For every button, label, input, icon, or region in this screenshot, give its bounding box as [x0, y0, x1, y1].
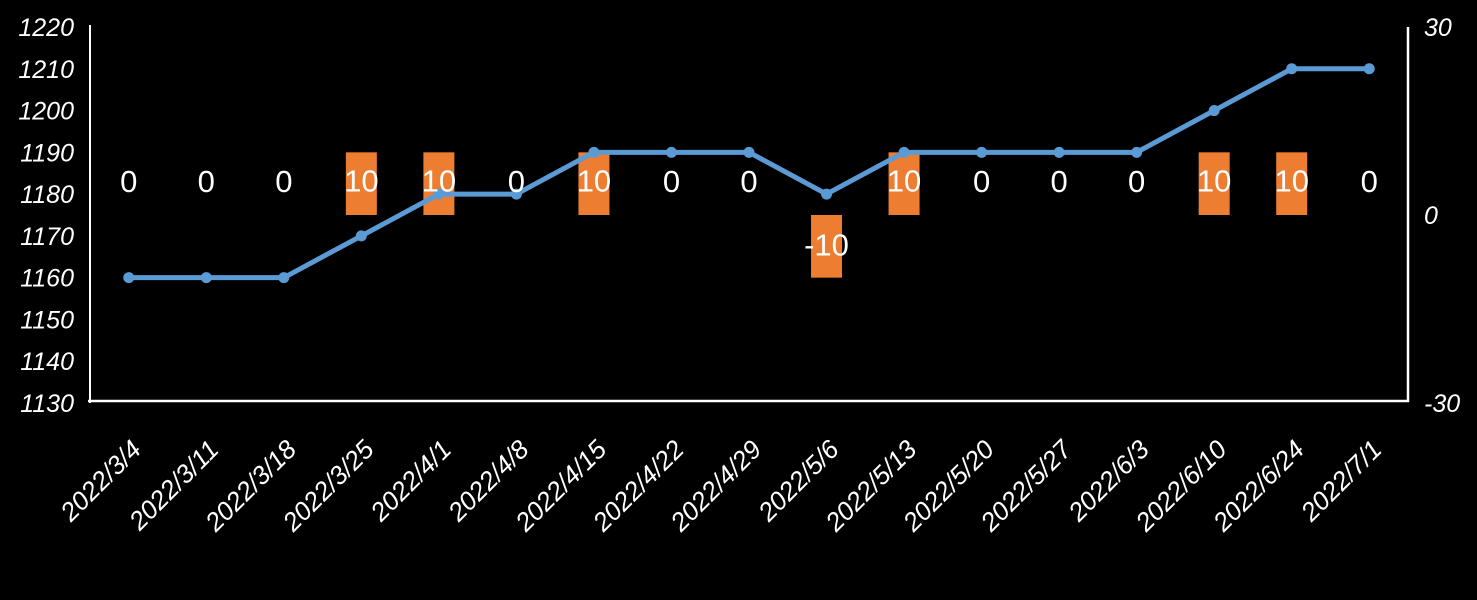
line-marker — [123, 272, 135, 284]
bar — [423, 152, 455, 215]
y-left-tick-label: 1190 — [20, 139, 74, 167]
y-right-tick-label: 0 — [1424, 202, 1438, 230]
bar-data-label: 10 — [1274, 163, 1308, 198]
line-marker — [200, 272, 212, 284]
bar-data-label: 0 — [508, 164, 525, 199]
bar — [1198, 152, 1230, 215]
y-left-tick-label: 1180 — [20, 181, 74, 209]
y-left-tick-label: 1220 — [18, 14, 74, 42]
y-right-tick-label: 30 — [1424, 14, 1452, 42]
bar-data-label: 0 — [198, 164, 215, 199]
bar-data-label: 0 — [663, 164, 680, 199]
line-marker — [355, 230, 367, 242]
y-left-tick-label: 1150 — [20, 306, 74, 334]
line-marker — [1053, 146, 1065, 158]
bar — [345, 152, 377, 215]
y-left-tick-label: 1210 — [18, 56, 74, 84]
bar-data-label: 0 — [120, 164, 137, 199]
line-marker — [433, 188, 445, 200]
bar-data-label: 0 — [740, 164, 757, 199]
line-marker — [1131, 146, 1143, 158]
y-left-tick-label: 1170 — [20, 223, 74, 251]
bar-data-label: 0 — [1128, 164, 1145, 199]
line-marker — [1208, 105, 1220, 117]
y-left-tick-label: 1160 — [20, 265, 74, 293]
bar-data-label: 10 — [887, 163, 921, 198]
line-marker — [588, 146, 600, 158]
line-marker — [898, 146, 910, 158]
line-marker — [743, 146, 755, 158]
y-left-tick-label: 1140 — [20, 348, 74, 376]
line-marker — [1363, 63, 1375, 75]
line-marker — [976, 146, 988, 158]
bar-data-label: -10 — [804, 228, 849, 263]
bar-data-label: 0 — [1050, 164, 1067, 199]
bar-data-label: 10 — [577, 163, 611, 198]
bar — [811, 215, 843, 278]
line-marker — [278, 272, 290, 284]
x-tick-label: 2022/4/1 — [364, 434, 457, 527]
line-marker — [665, 146, 677, 158]
x-tick-label: 2022/7/1 — [1294, 434, 1387, 527]
bar — [578, 152, 610, 215]
bar-data-label: 0 — [973, 164, 990, 199]
y-right-tick-label: -30 — [1424, 390, 1460, 418]
bar-data-label: 10 — [1197, 163, 1231, 198]
bar-data-label: 0 — [275, 164, 292, 199]
line-marker — [821, 188, 833, 200]
line-marker — [1286, 63, 1298, 75]
y-left-tick-label: 1200 — [18, 98, 74, 126]
bar-data-label: 10 — [422, 163, 456, 198]
bar — [888, 152, 920, 215]
line-marker — [510, 188, 522, 200]
bar-data-label: 0 — [1361, 164, 1378, 199]
y-left-tick-label: 1130 — [20, 390, 74, 418]
bar-data-label: 10 — [344, 163, 378, 198]
bar — [1276, 152, 1308, 215]
